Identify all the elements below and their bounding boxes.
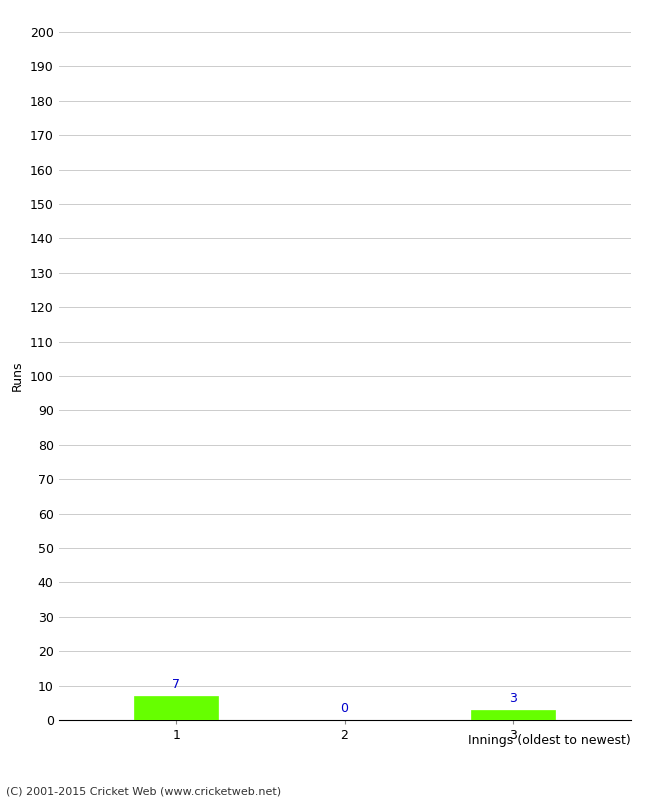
Bar	[471, 710, 555, 720]
Bar	[134, 696, 218, 720]
Text: Innings (oldest to newest): Innings (oldest to newest)	[468, 734, 630, 746]
Text: 3: 3	[509, 691, 517, 705]
Y-axis label: Runs: Runs	[11, 361, 24, 391]
Text: 0: 0	[341, 702, 348, 715]
Text: 7: 7	[172, 678, 180, 690]
Text: (C) 2001-2015 Cricket Web (www.cricketweb.net): (C) 2001-2015 Cricket Web (www.cricketwe…	[6, 786, 281, 796]
